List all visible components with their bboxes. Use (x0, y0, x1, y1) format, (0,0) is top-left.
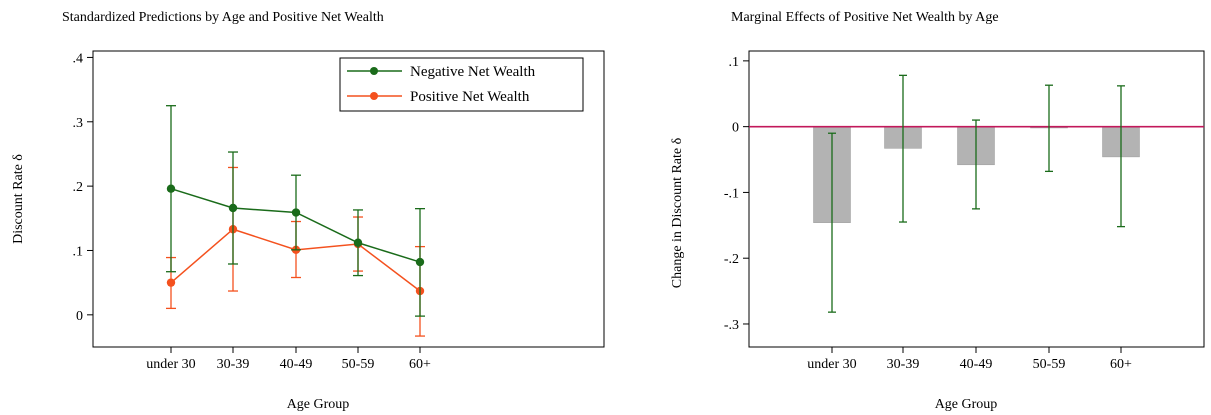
right-x-tick-label: under 30 (807, 357, 856, 372)
right-y-tick-label: -.1 (724, 186, 739, 201)
negative-net-wealth-point (353, 238, 363, 247)
left-y-tick-label: .3 (73, 116, 84, 131)
left-x-axis-label: Age Group (287, 397, 350, 412)
left-y-tick-label: 0 (76, 309, 83, 324)
left-chart-marks (166, 105, 425, 337)
negative-net-wealth-point (415, 257, 425, 267)
legend-label-positive: Positive Net Wealth (410, 89, 530, 105)
right-y-tick-label: -.3 (724, 318, 739, 333)
negative-net-wealth-point (291, 208, 301, 217)
left-x-tick-label: 60+ (409, 357, 431, 372)
right-y-tick-label: -.2 (724, 252, 739, 267)
left-y-tick-label: .1 (73, 244, 84, 259)
legend-marker-negative (370, 67, 378, 75)
right-x-tick-label: 30-39 (887, 357, 920, 372)
right-y-tick-label: 0 (732, 121, 739, 136)
left-x-axis: under 30 30-39 40-49 50-59 60+ (146, 347, 431, 372)
legend-marker-positive (370, 92, 378, 100)
right-x-tick-label: 60+ (1110, 357, 1132, 372)
left-x-tick-label: 40-49 (280, 357, 313, 372)
right-chart-title: Marginal Effects of Positive Net Wealth … (731, 10, 999, 25)
legend-label-negative: Negative Net Wealth (410, 64, 536, 80)
right-x-tick-label: 50-59 (1033, 357, 1066, 372)
right-x-axis-label: Age Group (935, 397, 998, 412)
negative-net-wealth-point (228, 203, 238, 213)
left-x-tick-label: 30-39 (217, 357, 250, 372)
negative-net-wealth-point (166, 184, 176, 193)
left-x-tick-label: 50-59 (342, 357, 375, 372)
left-y-axis-label: Discount Rate δ (11, 154, 26, 244)
predictions-panel: Standardized Predictions by Age and Posi… (11, 10, 605, 412)
positive-net-wealth-point (166, 278, 176, 287)
right-y-axis-label: Change in Discount Rate δ (670, 137, 685, 288)
right-x-tick-label: 40-49 (960, 357, 993, 372)
left-chart-title: Standardized Predictions by Age and Posi… (62, 10, 384, 25)
right-y-axis: -.3 -.2 -.1 0 .1 (724, 55, 749, 333)
left-x-tick-label: under 30 (146, 357, 195, 372)
left-y-axis: 0 .1 .2 .3 .4 (73, 51, 93, 324)
right-x-axis: under 30 30-39 40-49 50-59 60+ (807, 347, 1132, 372)
left-y-tick-label: .2 (73, 180, 84, 195)
legend-box (339, 57, 584, 112)
right-chart-marks (749, 74, 1204, 313)
legend: Negative Net Wealth Positive Net Wealth (339, 57, 584, 112)
left-y-tick-label: .4 (73, 51, 84, 66)
right-y-tick-label: .1 (729, 55, 740, 70)
marginal-effects-panel: Marginal Effects of Positive Net Wealth … (670, 10, 1205, 412)
